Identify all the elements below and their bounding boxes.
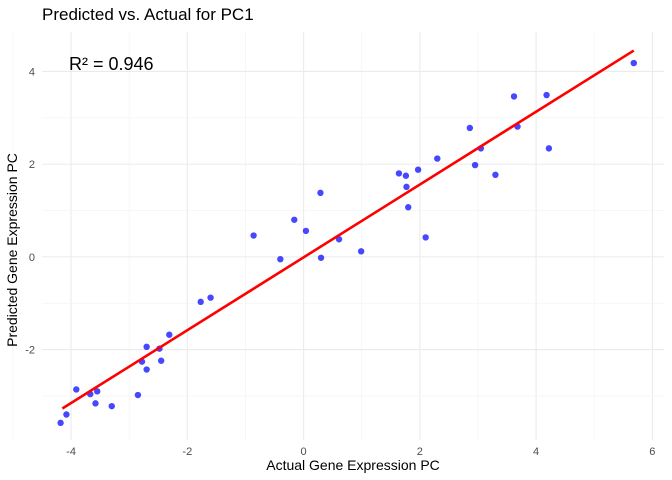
x-tick-label: -2 bbox=[182, 446, 192, 458]
data-point bbox=[207, 294, 214, 301]
data-point bbox=[63, 411, 70, 418]
data-point bbox=[157, 357, 165, 364]
data-point bbox=[134, 391, 142, 399]
fit-line bbox=[61, 49, 635, 410]
data-points bbox=[57, 59, 637, 427]
y-tick-label: 2 bbox=[29, 159, 35, 171]
data-point bbox=[73, 386, 80, 393]
data-point bbox=[543, 91, 550, 99]
data-point bbox=[291, 216, 298, 223]
x-axis-label: Actual Gene Expression PC bbox=[266, 457, 440, 473]
data-point bbox=[143, 343, 150, 351]
data-point bbox=[630, 59, 637, 67]
data-point bbox=[317, 189, 324, 197]
data-point bbox=[492, 171, 499, 178]
data-point bbox=[545, 145, 553, 152]
data-point bbox=[434, 155, 441, 162]
data-point bbox=[94, 388, 101, 395]
data-point bbox=[108, 402, 115, 410]
data-point bbox=[403, 183, 410, 191]
data-point bbox=[143, 366, 150, 373]
data-point bbox=[317, 254, 325, 261]
data-point bbox=[395, 170, 403, 177]
y-tick-label: 0 bbox=[29, 252, 35, 264]
data-point bbox=[250, 232, 257, 239]
data-point bbox=[402, 172, 410, 179]
data-point bbox=[414, 166, 422, 173]
data-point bbox=[92, 400, 99, 407]
x-tick-label: 6 bbox=[649, 446, 655, 458]
data-point bbox=[466, 124, 474, 132]
chart-title: Predicted vs. Actual for PC1 bbox=[42, 5, 254, 24]
x-tick-label: -4 bbox=[66, 446, 76, 458]
data-point bbox=[471, 161, 479, 169]
x-tick-label: 4 bbox=[533, 446, 539, 458]
r-squared-annotation: R² = 0.946 bbox=[69, 54, 154, 74]
x-tick-label: 0 bbox=[301, 446, 307, 458]
tick-labels: -4 -2 0 2 4 6 -2 0 2 4 bbox=[25, 66, 655, 458]
data-point bbox=[57, 419, 64, 427]
data-point bbox=[357, 248, 365, 255]
data-point bbox=[277, 255, 284, 263]
data-point bbox=[166, 331, 173, 338]
fit-line-group bbox=[61, 49, 635, 410]
y-tick-label: -2 bbox=[25, 345, 35, 357]
data-point bbox=[510, 93, 518, 100]
x-tick-label: 2 bbox=[417, 446, 423, 458]
y-axis-label: Predicted Gene Expression PC bbox=[4, 153, 20, 347]
data-point bbox=[302, 227, 310, 235]
data-point bbox=[197, 298, 204, 306]
grid bbox=[12, 32, 664, 440]
data-point bbox=[422, 234, 429, 241]
y-tick-label: 4 bbox=[29, 66, 35, 78]
data-point bbox=[405, 204, 412, 211]
